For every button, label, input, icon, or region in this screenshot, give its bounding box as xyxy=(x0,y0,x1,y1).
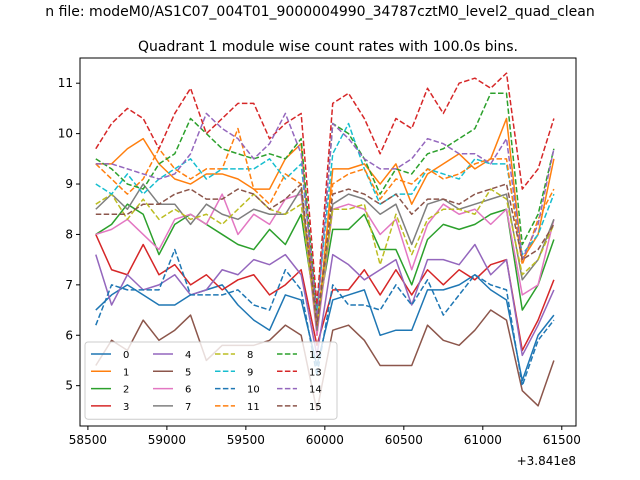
y-tick-label: 8 xyxy=(65,227,73,241)
legend-label-14: 14 xyxy=(309,385,322,396)
legend-label-6: 6 xyxy=(185,385,191,396)
series-line-14 xyxy=(95,112,555,321)
legend-label-7: 7 xyxy=(185,402,191,413)
x-tick-label: 60500 xyxy=(385,433,423,447)
legend-label-12: 12 xyxy=(309,350,322,361)
y-tick-label: 11 xyxy=(58,76,73,90)
legend-label-0: 0 xyxy=(123,350,129,361)
y-tick-label: 10 xyxy=(58,127,73,141)
legend-box xyxy=(84,341,338,420)
series-line-9 xyxy=(95,122,555,311)
legend-label-8: 8 xyxy=(247,350,253,361)
legend-label-10: 10 xyxy=(247,385,260,396)
legend-label-2: 2 xyxy=(123,385,129,396)
chart-title: Quadrant 1 module wise count rates with … xyxy=(138,39,518,55)
legend-label-9: 9 xyxy=(247,367,253,378)
legend-label-15: 15 xyxy=(309,402,322,413)
x-axis: 58500 59000 59500 60000 60500 61000 61500 xyxy=(69,426,581,447)
x-tick-label: 58500 xyxy=(69,433,107,447)
x-tick-label: 61000 xyxy=(464,433,502,447)
series-line-1 xyxy=(95,117,555,337)
x-axis-offset-label: +3.841e8 xyxy=(517,454,576,468)
x-tick-label: 59500 xyxy=(227,433,265,447)
legend-label-11: 11 xyxy=(247,402,260,413)
legend-label-1: 1 xyxy=(123,367,129,378)
axes-frame xyxy=(79,57,577,427)
x-tick-label: 61500 xyxy=(543,433,581,447)
y-tick-label: 7 xyxy=(65,278,73,292)
legend-label-3: 3 xyxy=(123,402,129,413)
series-line-10 xyxy=(95,248,555,387)
legend-label-4: 4 xyxy=(185,350,191,361)
y-tick-label: 5 xyxy=(65,379,73,393)
x-tick-label: 59000 xyxy=(148,433,186,447)
legend-label-5: 5 xyxy=(185,367,191,378)
y-tick-label: 9 xyxy=(65,177,73,191)
legend-label-13: 13 xyxy=(309,367,322,378)
y-tick-label: 6 xyxy=(65,328,73,342)
series-line-8 xyxy=(95,188,555,326)
chart-suptitle: n file: modeM0/AS1C07_004T01_9000004990_… xyxy=(45,4,594,20)
y-axis: 5 6 7 8 9 10 11 xyxy=(58,76,80,393)
series-line-4 xyxy=(95,243,555,357)
x-tick-label: 60000 xyxy=(306,433,344,447)
series-line-15 xyxy=(95,183,555,326)
series-line-13 xyxy=(95,72,555,306)
